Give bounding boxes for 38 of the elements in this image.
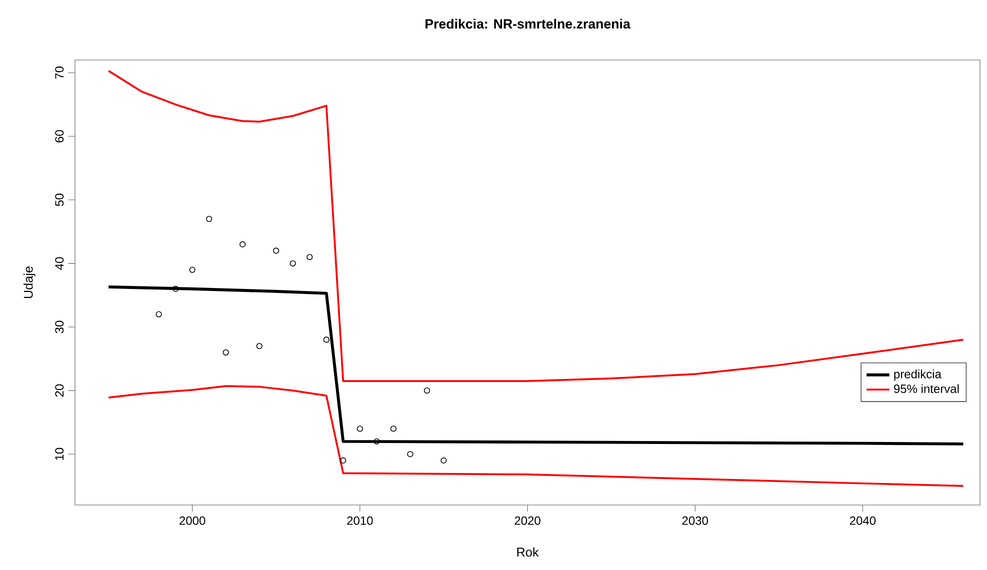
x-tick-label: 2040 (850, 516, 876, 525)
y-tick-label: 40 (55, 257, 64, 270)
point (240, 241, 246, 248)
y-tick-label: 60 (55, 130, 64, 142)
point (206, 216, 212, 222)
point (374, 438, 380, 444)
chart-title: Predikcia: NR-smrtelne.zranenia (426, 18, 630, 29)
x-axis-title: Rok (517, 547, 539, 557)
point (306, 254, 313, 260)
point (189, 266, 196, 273)
point (440, 457, 447, 464)
point (407, 451, 414, 458)
point (156, 311, 162, 318)
line-series (108, 385, 964, 487)
point (390, 426, 396, 432)
line-series (108, 70, 964, 382)
y-axis-title: Udaje (24, 266, 36, 298)
point (356, 426, 363, 432)
point (424, 387, 430, 394)
y-tick-label: 30 (55, 320, 64, 334)
y-tick-label: 20 (55, 384, 64, 397)
y-tick-label: 50 (55, 194, 64, 206)
x-tick-label: 2010 (347, 516, 373, 525)
legend-label: predikcia (894, 370, 942, 381)
line-series (107, 285, 965, 446)
point (273, 248, 280, 254)
y-tick-label: 10 (55, 448, 64, 460)
x-tick-label: 2020 (514, 516, 540, 525)
legend-label: 95% interval (894, 384, 959, 394)
point (256, 342, 262, 350)
x-tick-label: 2000 (180, 516, 206, 525)
point (323, 336, 330, 343)
point (222, 349, 229, 356)
point (340, 457, 346, 464)
point (290, 260, 296, 266)
point (172, 286, 179, 292)
x-tick-label: 2030 (682, 516, 708, 525)
y-tick-label: 70 (55, 66, 64, 79)
